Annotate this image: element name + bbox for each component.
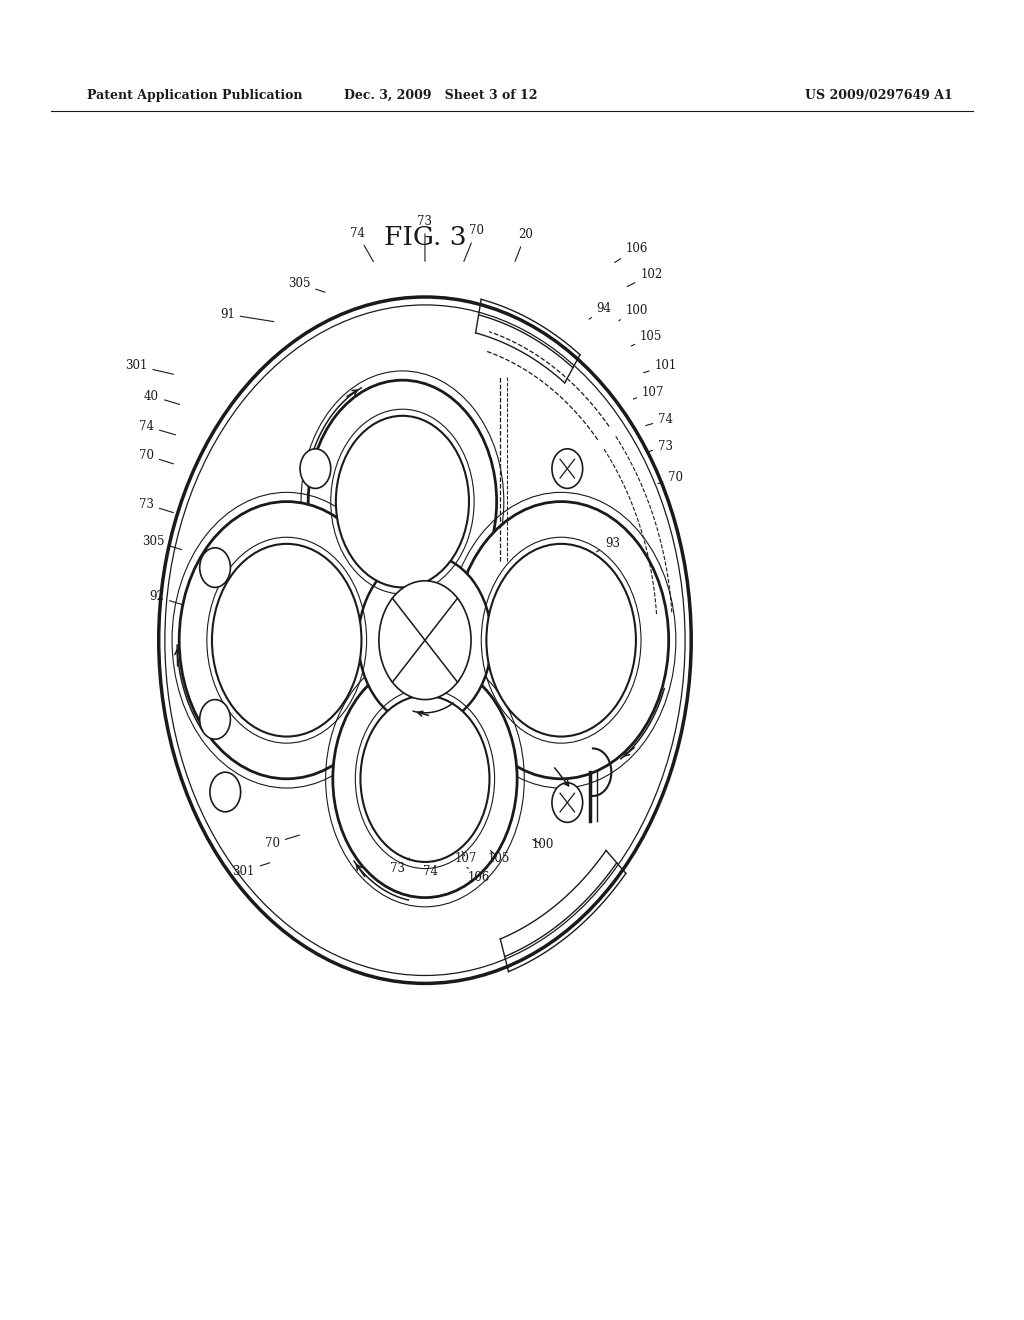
Circle shape bbox=[454, 502, 669, 779]
Text: 301: 301 bbox=[232, 863, 269, 878]
Text: 107: 107 bbox=[634, 385, 665, 399]
Text: 105: 105 bbox=[487, 850, 510, 865]
Circle shape bbox=[179, 502, 394, 779]
Text: 100: 100 bbox=[531, 838, 554, 851]
Circle shape bbox=[200, 700, 230, 739]
Text: 94: 94 bbox=[589, 302, 611, 319]
Circle shape bbox=[333, 660, 517, 898]
Circle shape bbox=[212, 544, 361, 737]
Circle shape bbox=[210, 772, 241, 812]
Circle shape bbox=[486, 544, 636, 737]
Circle shape bbox=[300, 449, 331, 488]
Text: 73: 73 bbox=[648, 440, 673, 453]
Text: 74: 74 bbox=[350, 227, 374, 261]
Text: 106: 106 bbox=[614, 242, 648, 263]
Circle shape bbox=[360, 696, 489, 862]
Text: 73: 73 bbox=[418, 215, 432, 261]
Text: 70: 70 bbox=[464, 224, 483, 261]
Text: 70: 70 bbox=[139, 449, 173, 463]
Text: 91: 91 bbox=[220, 308, 273, 322]
Text: 74: 74 bbox=[139, 420, 175, 434]
Text: 70: 70 bbox=[265, 836, 299, 850]
Text: 74: 74 bbox=[423, 861, 437, 878]
Text: Dec. 3, 2009   Sheet 3 of 12: Dec. 3, 2009 Sheet 3 of 12 bbox=[344, 88, 537, 102]
Circle shape bbox=[159, 297, 691, 983]
Text: 301: 301 bbox=[125, 359, 173, 375]
Text: 106: 106 bbox=[467, 867, 490, 884]
Text: 101: 101 bbox=[644, 359, 677, 372]
Text: 92: 92 bbox=[150, 590, 183, 605]
Text: 93: 93 bbox=[596, 537, 620, 552]
Text: FIG. 3: FIG. 3 bbox=[384, 226, 466, 249]
Text: 70: 70 bbox=[658, 471, 683, 484]
Circle shape bbox=[200, 548, 230, 587]
Text: 40: 40 bbox=[144, 389, 179, 404]
Circle shape bbox=[379, 581, 471, 700]
Text: 74: 74 bbox=[646, 413, 673, 426]
Text: 100: 100 bbox=[618, 304, 648, 321]
Text: 107: 107 bbox=[455, 851, 477, 865]
Circle shape bbox=[358, 554, 492, 726]
Text: 20: 20 bbox=[515, 228, 532, 261]
Circle shape bbox=[308, 380, 497, 623]
Text: Patent Application Publication: Patent Application Publication bbox=[87, 88, 302, 102]
Text: 105: 105 bbox=[631, 330, 663, 346]
Text: US 2009/0297649 A1: US 2009/0297649 A1 bbox=[805, 88, 952, 102]
Text: 305: 305 bbox=[142, 535, 181, 549]
Circle shape bbox=[552, 449, 583, 488]
Text: 73: 73 bbox=[390, 858, 410, 875]
Circle shape bbox=[336, 416, 469, 587]
Text: 305: 305 bbox=[288, 277, 325, 292]
Circle shape bbox=[552, 783, 583, 822]
Text: 73: 73 bbox=[139, 498, 173, 512]
Text: 102: 102 bbox=[627, 268, 663, 286]
